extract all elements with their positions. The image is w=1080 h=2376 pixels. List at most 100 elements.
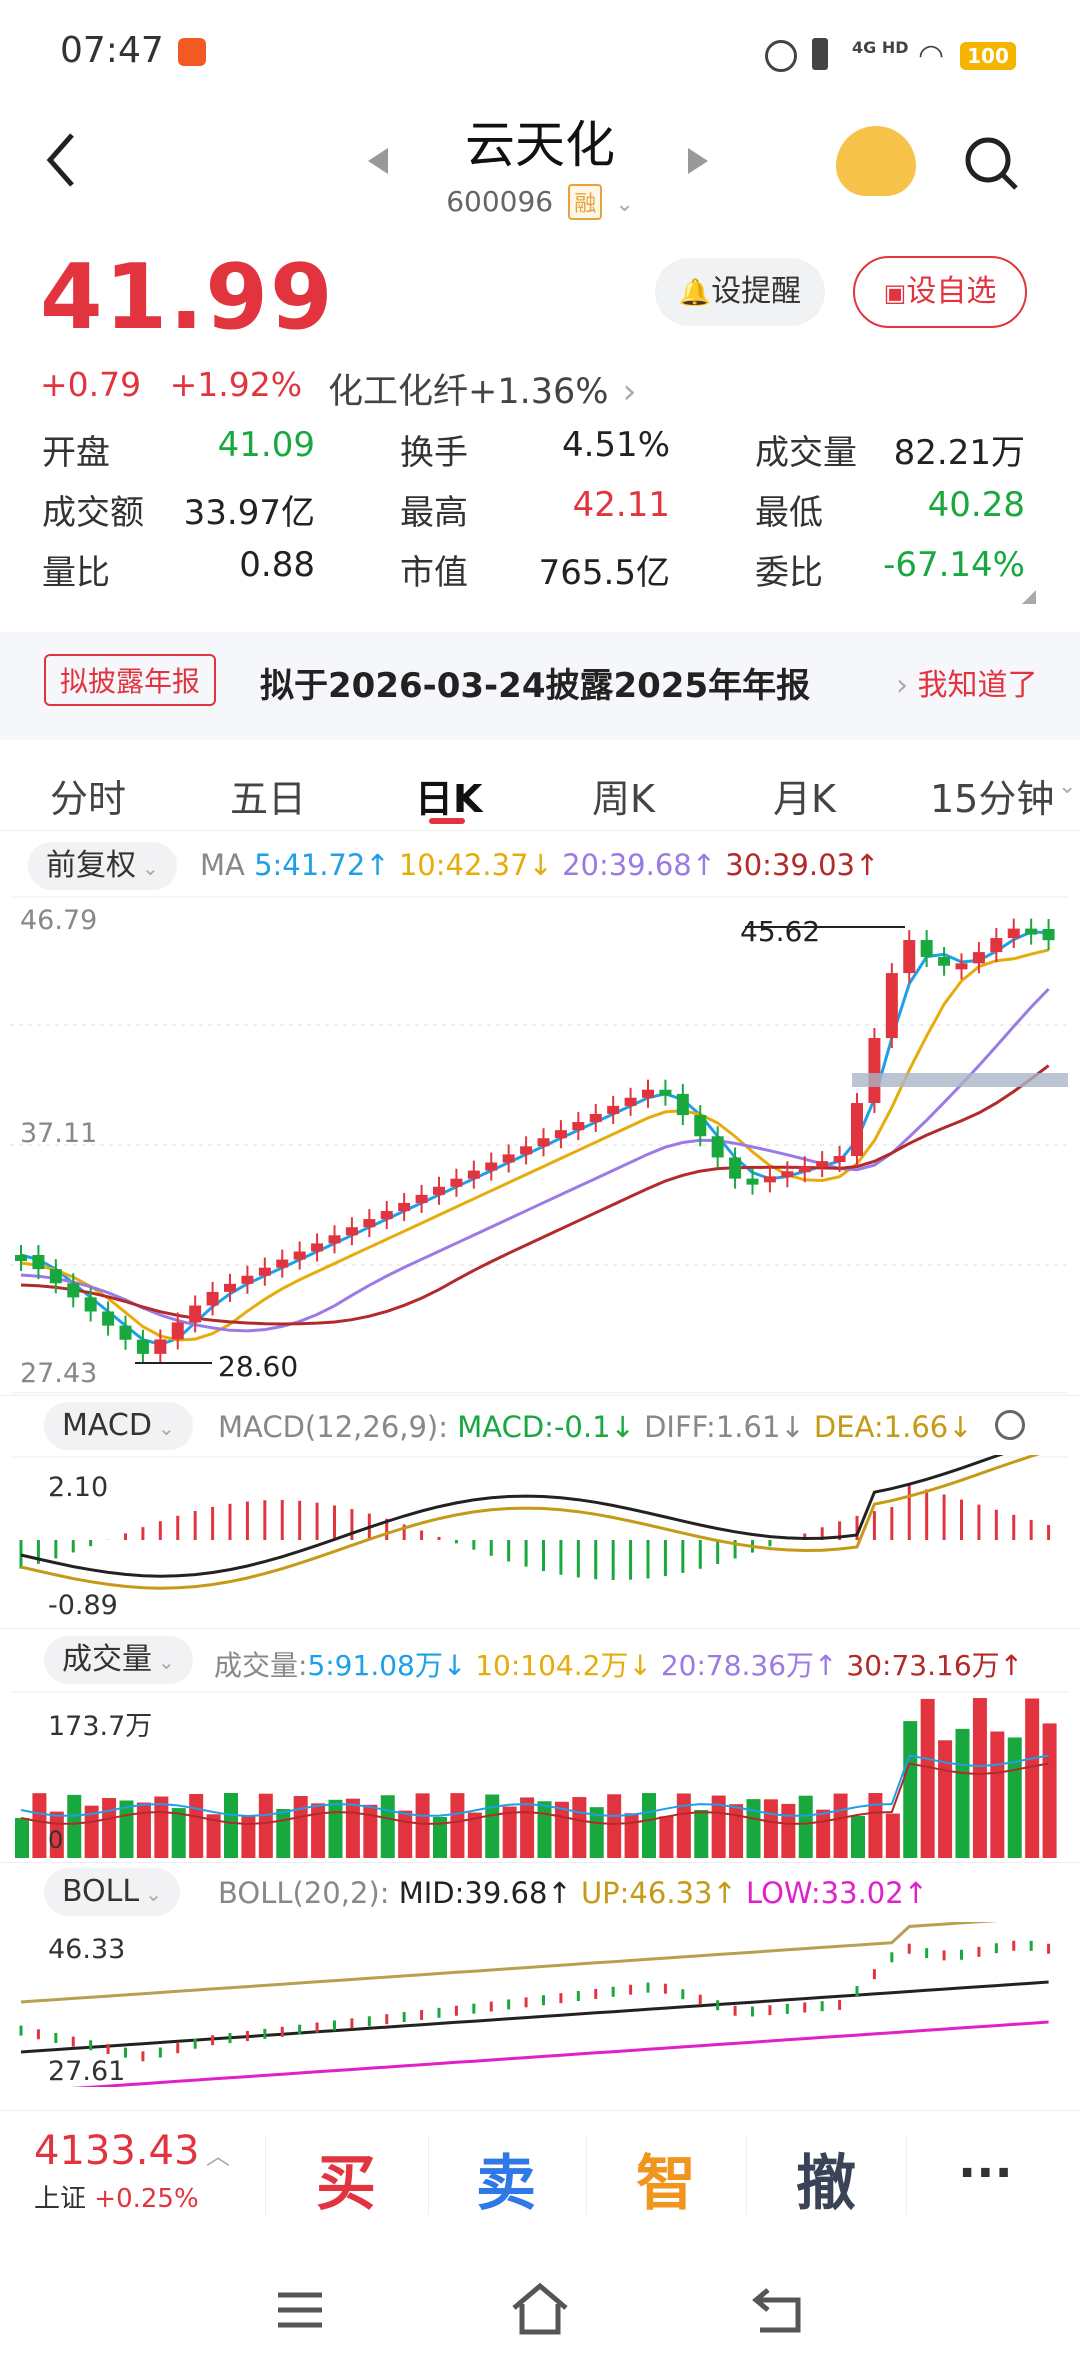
candle	[781, 1171, 794, 1178]
tab-monthly-k[interactable]: 月K	[773, 777, 836, 821]
index-quote[interactable]: 4133.43 上证 +0.25%	[34, 2128, 199, 2215]
back-icon[interactable]	[42, 130, 82, 190]
buy-button[interactable]: 买	[316, 2149, 376, 2219]
candle	[502, 1154, 515, 1163]
banner-dismiss[interactable]: › 我知道了	[896, 660, 1038, 704]
candle	[833, 1156, 846, 1163]
wifi-icon: ◠	[918, 38, 945, 73]
volume-bar	[1042, 1723, 1057, 1858]
candle	[136, 1339, 149, 1354]
boll-mid-line	[20, 1980, 1049, 2054]
add-watchlist-label: 设自选	[906, 274, 997, 309]
candle	[694, 1115, 707, 1137]
system-nav-bar	[0, 2250, 1080, 2376]
volume-bar	[1025, 1698, 1040, 1858]
dea-value: DEA:1.66↓	[813, 1410, 973, 1444]
tab-daily-k[interactable]: 日K	[415, 777, 483, 821]
candle	[485, 1162, 498, 1171]
stat-value: 0.88	[239, 545, 315, 585]
vol-ma-line	[20, 1754, 1049, 1818]
macd-chart	[10, 1455, 1068, 1590]
stat-value: 42.11	[572, 485, 670, 525]
chevron-down-icon[interactable]: ⌄	[615, 192, 634, 217]
vol-ma5: 5:91.08万↓	[307, 1649, 467, 1682]
divider	[746, 2135, 747, 2215]
margin-badge: 融	[568, 184, 603, 220]
volume-bar	[903, 1721, 918, 1858]
app-notification-icon	[178, 38, 206, 66]
volume-bar	[763, 1799, 778, 1858]
macd-y-top: 2.10	[48, 1472, 109, 1503]
candle	[920, 940, 933, 958]
disclosure-banner: 拟披露年报 拟于2026-03-24披露2025年年报 › 我知道了	[0, 632, 1080, 740]
ma30-value: 30:39.03↑	[725, 848, 880, 882]
candle	[1025, 928, 1038, 935]
volume-bar	[415, 1793, 430, 1858]
candle	[589, 1113, 602, 1123]
volume-bar	[711, 1795, 726, 1858]
boll-chart	[19, 1922, 1051, 2087]
home-icon[interactable]	[510, 2282, 570, 2336]
add-watchlist-button[interactable]: ▣设自选	[853, 256, 1027, 328]
candle	[49, 1269, 62, 1284]
settings-icon[interactable]	[995, 1410, 1025, 1440]
volume-bar	[241, 1815, 256, 1858]
candle	[433, 1186, 445, 1195]
tab-weekly-k[interactable]: 周K	[592, 777, 655, 821]
boll-selector[interactable]: BOLL ⌄	[44, 1868, 180, 1916]
cancel-order-button[interactable]: 撤	[796, 2149, 856, 2219]
chevron-right-icon: ›	[622, 372, 637, 412]
search-icon[interactable]	[962, 134, 1022, 194]
volume-bar	[851, 1815, 865, 1858]
chevron-up-icon[interactable]: ︿	[206, 2142, 230, 2170]
menu-icon[interactable]	[276, 2290, 324, 2330]
volume-bar	[433, 1816, 447, 1858]
expand-corner-icon[interactable]	[1022, 590, 1036, 604]
stat-label: 最高	[400, 493, 468, 533]
set-reminder-button[interactable]: 🔔设提醒	[655, 258, 825, 326]
candle	[224, 1283, 236, 1292]
alarm-icon	[765, 40, 797, 72]
dea-line	[20, 1455, 1040, 1590]
mascot-icon[interactable]	[836, 126, 916, 196]
prev-stock-icon[interactable]	[366, 146, 390, 176]
candle	[537, 1138, 550, 1147]
volume-bar	[224, 1793, 238, 1858]
battery-icon: 100	[960, 42, 1016, 70]
chevron-down-icon[interactable]: ⌄	[1058, 774, 1077, 799]
candle	[851, 1103, 863, 1157]
candle	[15, 1255, 27, 1261]
vol-ma-line	[20, 1762, 1049, 1826]
volume-bar	[258, 1793, 273, 1858]
candle	[189, 1305, 202, 1323]
macd-selector[interactable]: MACD ⌄	[44, 1402, 193, 1450]
tab-five-day[interactable]: 五日	[230, 777, 307, 821]
tab-intraday[interactable]: 分时	[50, 777, 127, 821]
candle	[467, 1170, 480, 1179]
candle	[154, 1339, 167, 1354]
volume-selector[interactable]: 成交量 ⌄	[44, 1636, 193, 1684]
sector-link[interactable]: 化工化纤+1.36% ›	[328, 363, 637, 414]
sell-button[interactable]: 卖	[476, 2149, 536, 2219]
volume-bar	[450, 1793, 465, 1858]
return-icon[interactable]	[752, 2286, 804, 2334]
divider	[906, 2135, 907, 2215]
candlestick-chart[interactable]	[0, 895, 1080, 1395]
volume-bar	[467, 1812, 482, 1858]
volume-bar	[1007, 1737, 1022, 1858]
next-stock-icon[interactable]	[686, 146, 710, 176]
tab-15min[interactable]: 15分钟	[930, 777, 1055, 821]
smart-button[interactable]: 智	[636, 2149, 696, 2219]
candle	[32, 1255, 45, 1270]
chevron-down-icon: ⌄	[158, 1650, 175, 1674]
volume-bar	[607, 1794, 622, 1858]
boll-y-top: 46.33	[48, 1934, 126, 1965]
volume-bar	[572, 1797, 587, 1858]
adjust-selector[interactable]: 前复权 ⌄	[28, 842, 177, 890]
more-button[interactable]: ···	[958, 2145, 1013, 2201]
volume-selector-label: 成交量	[62, 1642, 152, 1677]
ma-line	[20, 987, 1050, 1333]
divider	[428, 2135, 429, 2215]
candle	[868, 1038, 881, 1104]
volume-bar	[798, 1795, 813, 1858]
